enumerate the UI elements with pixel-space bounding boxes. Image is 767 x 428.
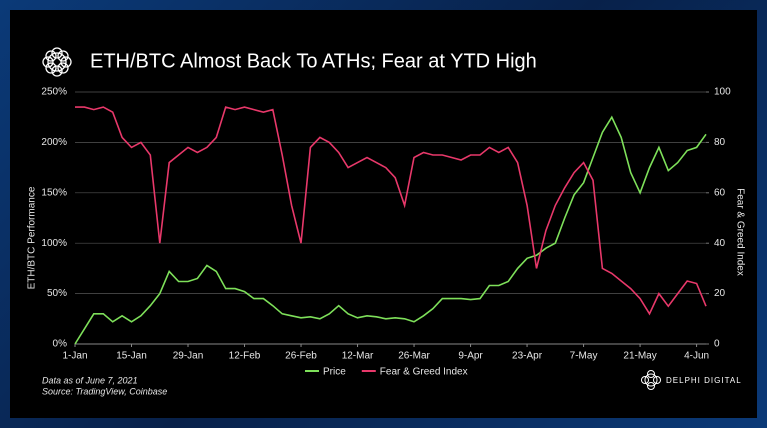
brand-logo <box>641 370 661 390</box>
y2-axis-label: Fear & Greed Index <box>734 188 745 276</box>
x-tick-label: 26-Mar <box>398 351 430 362</box>
y2-tick-label: 100 <box>714 87 731 98</box>
line-series <box>74 115 707 345</box>
x-tick-label: 26-Feb <box>285 351 317 362</box>
line-series <box>75 106 707 316</box>
x-tick-label: 23-Apr <box>512 351 543 362</box>
x-tick-label: 12-Mar <box>342 351 374 362</box>
x-tick-label: 9-Apr <box>458 351 483 362</box>
x-tick-label: 21-May <box>623 351 656 362</box>
y2-tick-label: 40 <box>714 238 726 249</box>
note: Source: TradingView, Coinbase <box>42 386 167 396</box>
y2-tick-label: 80 <box>714 137 726 148</box>
y-tick-label: 150% <box>41 187 67 198</box>
y-tick-label: 50% <box>47 288 67 299</box>
panel <box>10 10 757 418</box>
x-tick-label: 1-Jan <box>62 351 87 362</box>
x-tick-label: 15-Jan <box>116 351 147 362</box>
legend-label: Fear & Greed Index <box>380 367 468 378</box>
legend-label: Price <box>323 367 346 378</box>
x-tick-label: 7-May <box>570 351 598 362</box>
x-tick-label: 29-Jan <box>173 351 204 362</box>
logo <box>42 47 72 77</box>
y-tick-label: 100% <box>41 238 67 249</box>
y2-tick-label: 0 <box>714 339 720 350</box>
y-tick-label: 200% <box>41 137 67 148</box>
y-axis-label: ETH/BTC Performance <box>27 186 38 289</box>
chart-title: ETH/BTC Almost Back To ATHs; Fear at YTD… <box>90 50 537 72</box>
x-tick-label: 12-Feb <box>229 351 261 362</box>
y2-tick-label: 20 <box>714 288 726 299</box>
note: Data as of June 7, 2021 <box>42 375 138 385</box>
y2-tick-label: 60 <box>714 187 726 198</box>
brand: DELPHI DIGITAL <box>666 376 742 385</box>
y-tick-label: 250% <box>41 87 67 98</box>
y-tick-label: 0% <box>53 339 68 350</box>
x-tick-label: 4-Jun <box>684 351 709 362</box>
